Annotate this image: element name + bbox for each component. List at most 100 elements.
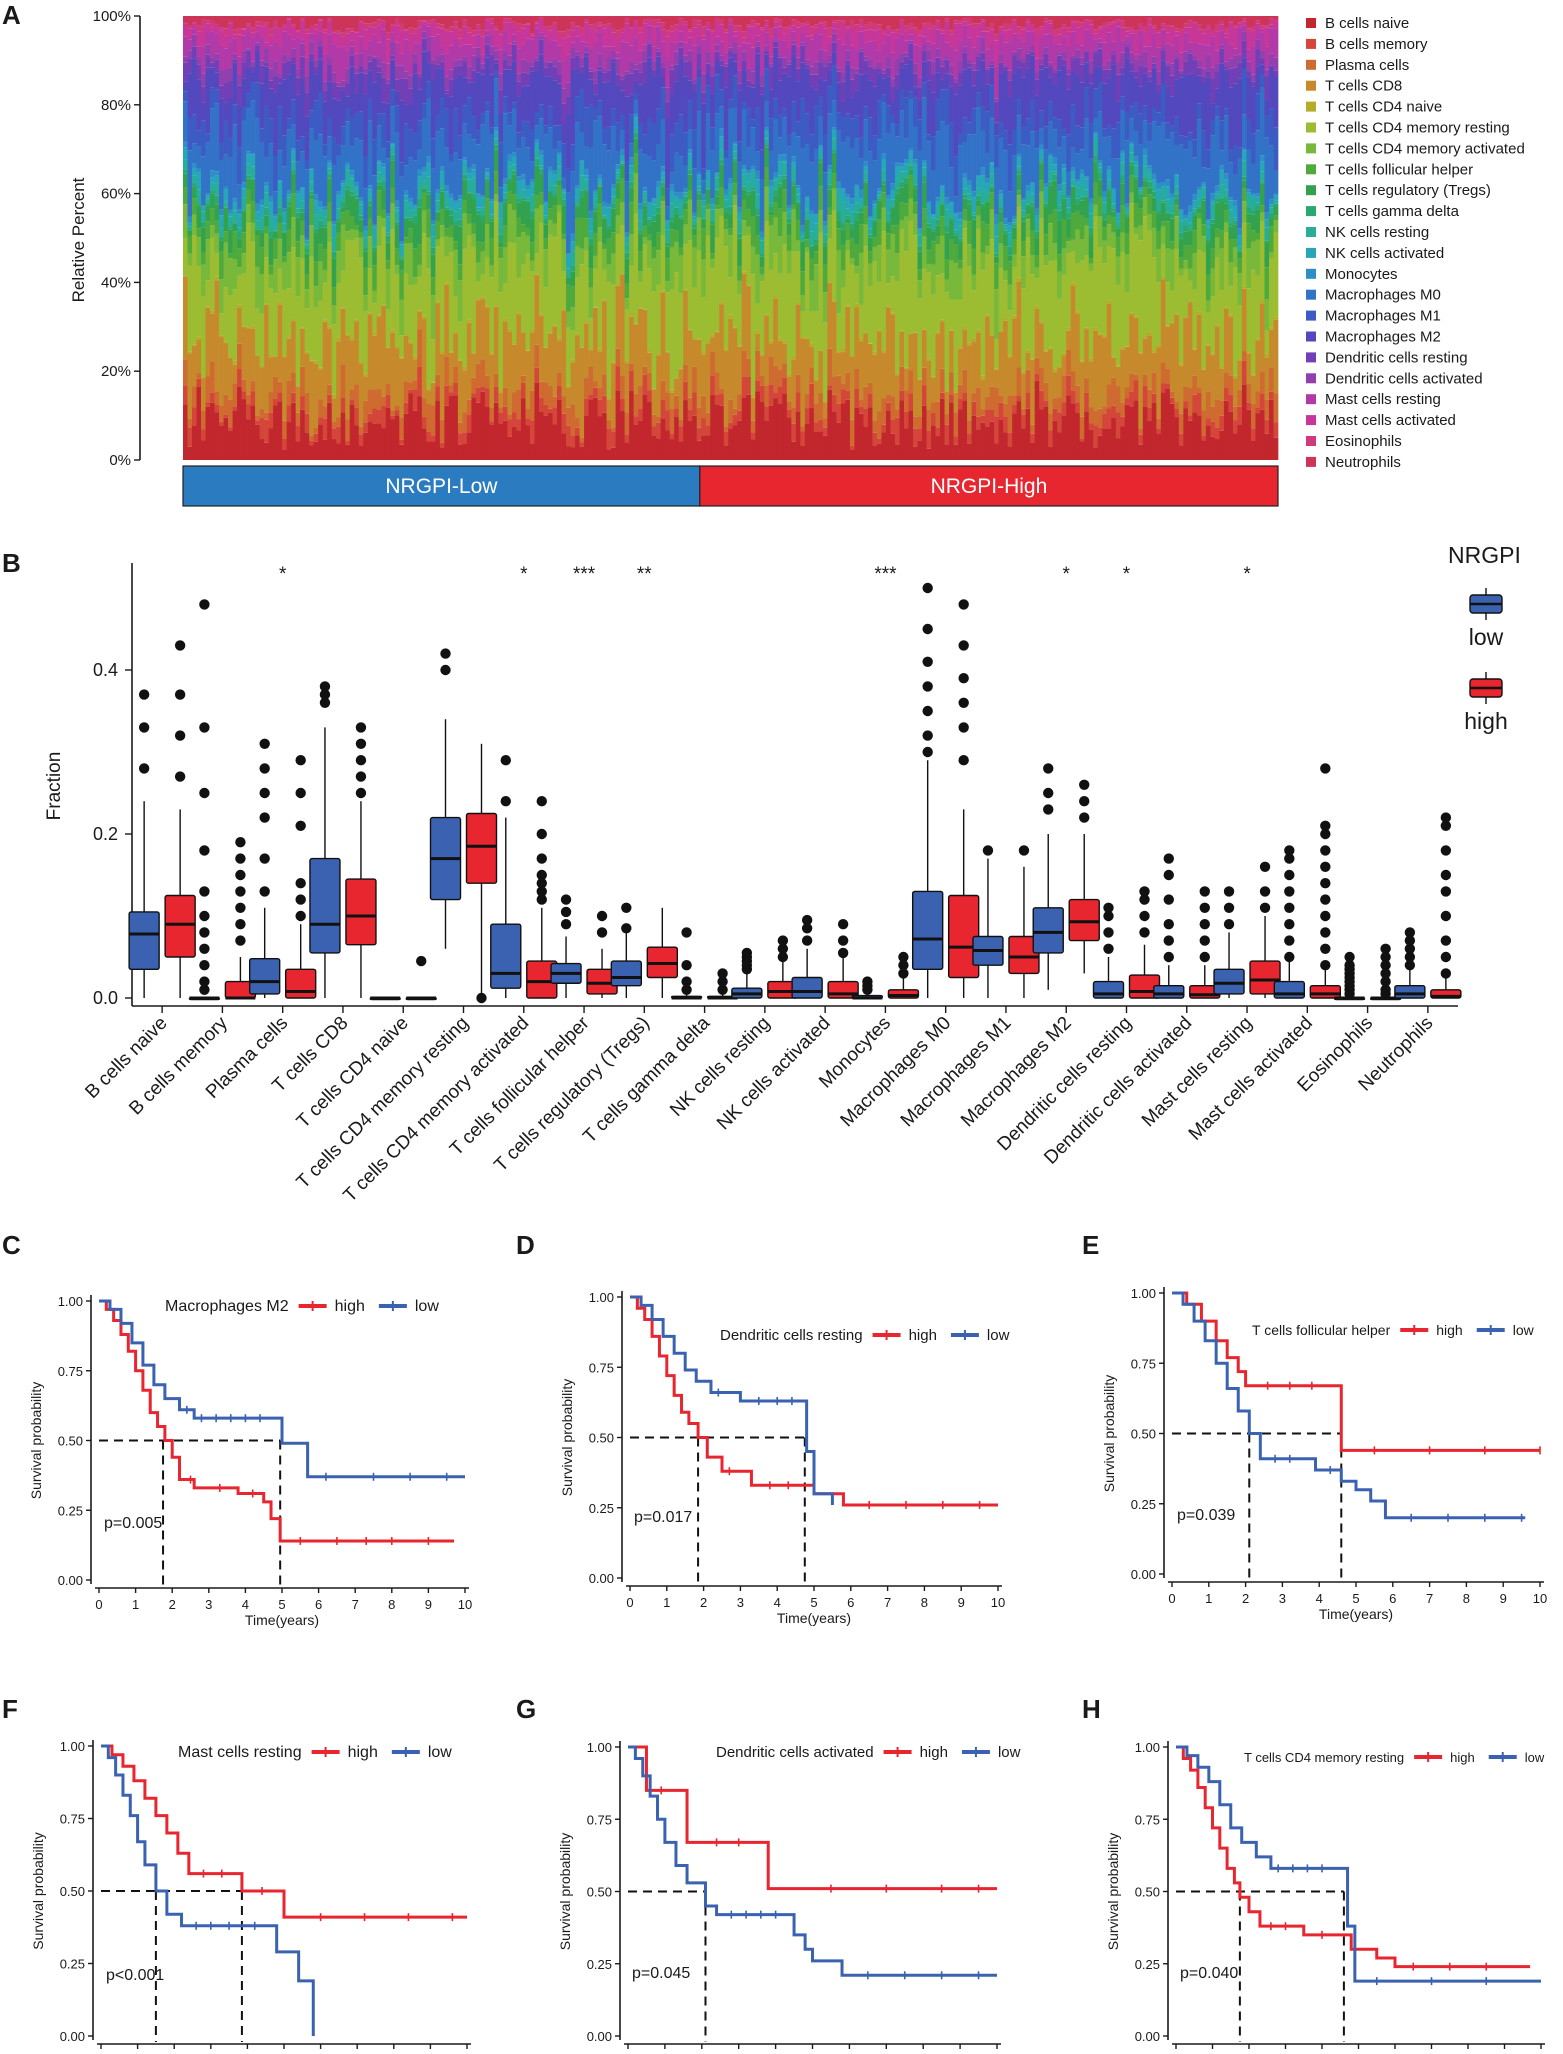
bar-segment: [804, 393, 810, 409]
bar-segment: [228, 229, 233, 254]
bar-segment: [714, 237, 720, 332]
bar-segment: [651, 389, 657, 415]
bar-segment: [818, 145, 824, 148]
sample-bar: [286, 16, 292, 460]
bar-segment: [570, 359, 576, 363]
bar-segment: [624, 23, 630, 43]
bar-segment: [1039, 58, 1045, 65]
bar-segment: [570, 435, 576, 448]
bar-segment: [683, 187, 689, 193]
bar-segment: [872, 30, 878, 41]
bar-segment: [223, 201, 229, 207]
bar-segment: [606, 449, 612, 460]
bar-segment: [1088, 361, 1094, 408]
bar-segment: [1012, 129, 1017, 156]
bar-segment: [885, 67, 891, 77]
bar-segment: [1016, 170, 1022, 175]
bar-segment: [651, 123, 657, 161]
bar-segment: [538, 32, 544, 37]
bar-segment: [818, 147, 824, 155]
bar-segment: [538, 381, 544, 398]
bar-segment: [1025, 185, 1031, 192]
bar-segment: [1129, 33, 1135, 53]
bar-segment: [210, 225, 215, 238]
bar-segment: [949, 74, 954, 87]
bar-segment: [696, 45, 702, 54]
bar-segment: [1066, 195, 1072, 199]
bar-segment: [309, 110, 315, 129]
bar-segment: [764, 186, 770, 222]
bar-segment: [187, 222, 193, 227]
bar-segment: [1075, 402, 1081, 414]
bar-segment: [1129, 106, 1135, 119]
bar-segment: [1151, 63, 1157, 68]
bar-segment: [674, 395, 680, 409]
bar-segment: [516, 16, 522, 24]
bar-segment: [246, 175, 251, 179]
bar-segment: [602, 269, 607, 300]
bar-segment: [358, 445, 364, 460]
bar-segment: [250, 241, 256, 326]
bar-segment: [985, 27, 990, 32]
bar-segment: [701, 200, 707, 207]
bar-segment: [629, 157, 634, 166]
bar-segment: [822, 172, 828, 222]
bar-segment: [219, 70, 224, 86]
bar-segment: [809, 162, 815, 211]
bar-segment: [701, 218, 707, 221]
bar-segment: [1025, 392, 1031, 409]
bar-segment: [638, 149, 643, 204]
bar-segment: [958, 133, 963, 146]
bar-segment: [1142, 73, 1148, 106]
bar-segment: [971, 212, 977, 216]
bar-segment: [1048, 261, 1054, 348]
bar-segment: [994, 256, 999, 264]
bar-segment: [584, 416, 589, 460]
bar-segment: [237, 214, 242, 228]
bar-segment: [714, 44, 720, 52]
bar-segment: [381, 218, 387, 228]
bar-segment: [484, 30, 490, 36]
bar-segment: [538, 36, 544, 40]
bar-segment: [484, 172, 490, 175]
bar-segment: [462, 165, 468, 175]
bar-segment: [525, 73, 531, 86]
bar-segment: [669, 221, 675, 230]
bar-segment: [687, 62, 693, 81]
bar-segment: [1048, 223, 1054, 262]
sample-bar: [403, 16, 409, 460]
bar-segment: [1097, 42, 1103, 49]
bar-segment: [1061, 65, 1067, 129]
bar-segment: [967, 345, 972, 421]
bar-segment: [701, 168, 707, 181]
bar-segment: [967, 193, 972, 200]
bar-segment: [1039, 64, 1045, 70]
bar-segment: [656, 232, 662, 251]
bar-segment: [421, 167, 427, 173]
sample-bar: [439, 16, 445, 460]
bar-segment: [570, 48, 576, 58]
bar-segment: [903, 56, 909, 65]
bar-segment: [453, 366, 459, 383]
bar-segment: [1120, 349, 1126, 403]
bar-segment: [701, 206, 707, 219]
bar-segment: [273, 155, 278, 192]
bar-segment: [931, 25, 936, 30]
bar-segment: [223, 189, 229, 202]
bar-segment: [1057, 191, 1063, 205]
bar-segment: [525, 425, 531, 460]
bar-segment: [475, 402, 481, 460]
bar-segment: [502, 318, 508, 322]
sample-bar: [854, 16, 860, 460]
bar-segment: [665, 410, 671, 431]
bar-segment: [408, 210, 414, 218]
bar-segment: [885, 35, 891, 58]
bar-segment: [1021, 16, 1027, 28]
bar-segment: [1124, 206, 1130, 212]
bar-segment: [439, 98, 445, 129]
bar-segment: [989, 29, 995, 45]
bar-segment: [741, 271, 747, 274]
bar-segment: [935, 219, 941, 226]
bar-segment: [1007, 23, 1013, 30]
bar-segment: [201, 156, 206, 206]
